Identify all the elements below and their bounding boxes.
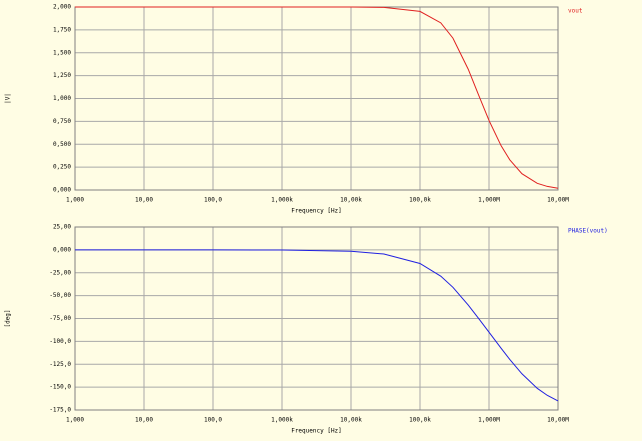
- x-tick-label: 100,0: [204, 417, 222, 424]
- y-tick-label: 0,250: [53, 164, 71, 171]
- x-axis-label: Frequency [Hz]: [291, 428, 342, 435]
- y-tick-label: 1,750: [53, 26, 71, 33]
- y-tick-label: 2,000: [53, 4, 71, 11]
- x-tick-label: 1,000: [66, 197, 84, 204]
- x-tick-label: 10,00M: [547, 197, 569, 204]
- y-axis-label: [deg]: [5, 309, 12, 327]
- y-tick-label: 25,00: [53, 224, 71, 231]
- y-tick-label: -175,0: [49, 407, 71, 414]
- y-tick-label: 1,250: [53, 72, 71, 79]
- x-axis-label: Frequency [Hz]: [291, 208, 342, 215]
- x-tick-label: 100,0: [204, 197, 222, 204]
- y-tick-label: 0,750: [53, 118, 71, 125]
- plot-frame: [74, 226, 559, 411]
- x-tick-label: 1,000k: [271, 417, 293, 424]
- series-line: [75, 6, 559, 189]
- y-tick-label: -25,00: [49, 269, 71, 276]
- y-tick-label: 1,500: [53, 49, 71, 56]
- y-tick-label: 0,500: [53, 141, 71, 148]
- legend-label: vout: [568, 8, 583, 15]
- y-axis-label: |V|: [5, 93, 12, 104]
- x-tick-label: 1,000M: [478, 417, 500, 424]
- y-tick-label: -75,00: [49, 315, 71, 322]
- x-tick-label: 10,00k: [340, 417, 362, 424]
- y-tick-label: 0,000: [53, 246, 71, 253]
- x-tick-label: 10,00k: [340, 197, 362, 204]
- x-tick-label: 100,0k: [409, 417, 431, 424]
- x-tick-label: 100,0k: [409, 197, 431, 204]
- x-tick-label: 1,000: [66, 417, 84, 424]
- y-tick-label: 1,000: [53, 95, 71, 102]
- x-tick-label: 10,00: [135, 197, 153, 204]
- y-tick-label: -125,0: [49, 361, 71, 368]
- x-tick-label: 10,00: [135, 417, 153, 424]
- y-tick-label: -100,0: [49, 338, 71, 345]
- y-tick-label: 0,000: [53, 187, 71, 194]
- x-tick-label: 1,000M: [478, 197, 500, 204]
- x-tick-label: 1,000k: [271, 197, 293, 204]
- x-tick-label: 10,00M: [547, 417, 569, 424]
- series-line: [75, 249, 559, 402]
- y-tick-label: -50,00: [49, 292, 71, 299]
- legend-label: PHASE(vout): [568, 228, 608, 235]
- y-tick-label: -150,0: [49, 384, 71, 391]
